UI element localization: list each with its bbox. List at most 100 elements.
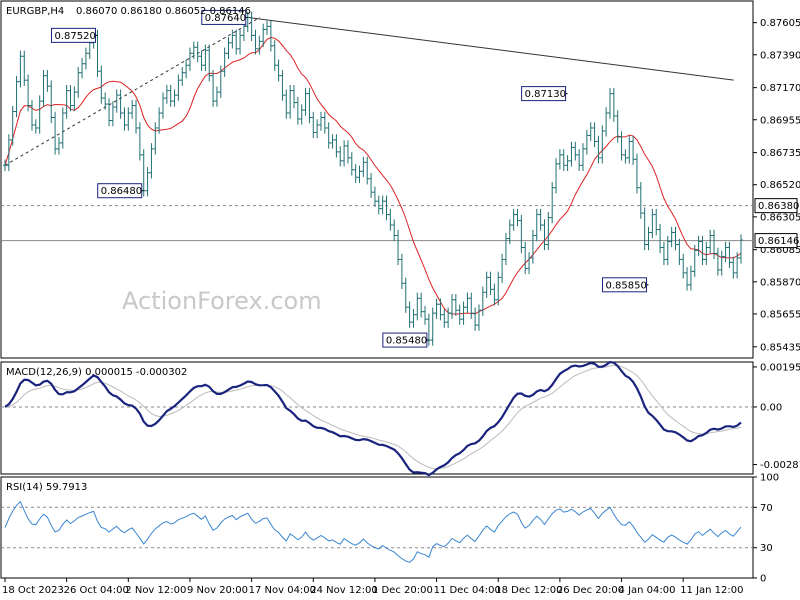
price-bar bbox=[45, 70, 50, 92]
pivot-label: 0.85850 bbox=[606, 280, 647, 291]
price-bar bbox=[330, 134, 335, 149]
price-bar bbox=[122, 107, 127, 131]
price-bar bbox=[573, 141, 578, 161]
price-bar bbox=[276, 59, 281, 82]
price-bar bbox=[114, 89, 119, 113]
macd-panel-frame bbox=[0, 361, 754, 475]
rsi-panel-frame bbox=[0, 476, 754, 579]
price-bar bbox=[530, 229, 535, 264]
price-bar bbox=[519, 214, 524, 254]
price-bar bbox=[226, 37, 231, 59]
price-bar bbox=[180, 67, 185, 86]
price-bar bbox=[134, 99, 139, 134]
price-bar bbox=[357, 165, 362, 183]
macd-tick-label: -0.002818 bbox=[760, 460, 800, 471]
price-bar bbox=[442, 309, 447, 328]
price-bar bbox=[554, 158, 559, 194]
time-tick-label: 11 Jan 12:00 bbox=[680, 585, 743, 596]
price-bar bbox=[534, 208, 539, 242]
price-bar bbox=[26, 74, 31, 112]
price-bar bbox=[303, 87, 308, 116]
macd-title: MACD(12,26,9) 0.000015 -0.000302 bbox=[6, 367, 187, 378]
price-bar bbox=[218, 65, 223, 98]
price-bar bbox=[272, 40, 277, 71]
price-bar bbox=[18, 50, 23, 88]
price-bar bbox=[72, 86, 77, 112]
price-bar bbox=[476, 304, 481, 331]
price-bar bbox=[164, 84, 169, 104]
price-bar bbox=[214, 86, 219, 107]
price-bar bbox=[349, 152, 354, 176]
price-bar bbox=[207, 44, 212, 82]
price-marker-box bbox=[754, 233, 798, 249]
price-axis: 0.87605 0.87390 0.87170 0.86955 0.86735 0.865… bbox=[753, 18, 800, 353]
price-bar bbox=[561, 149, 566, 171]
price-bar bbox=[446, 307, 451, 328]
price-bar bbox=[230, 29, 235, 49]
trendlines bbox=[4, 16, 734, 166]
price-panel-frame bbox=[0, 0, 754, 359]
price-bar bbox=[157, 107, 162, 134]
price-bar bbox=[719, 250, 724, 276]
price-bar bbox=[496, 271, 501, 306]
price-bar bbox=[268, 20, 273, 52]
price-bar bbox=[141, 149, 146, 197]
price-bar bbox=[581, 143, 586, 171]
price-bar bbox=[172, 89, 177, 107]
price-bar bbox=[434, 298, 439, 319]
price-bar bbox=[550, 182, 555, 224]
price-bar bbox=[345, 140, 350, 164]
price-tick-label: 0.87605 bbox=[760, 18, 800, 29]
price-bar bbox=[137, 122, 142, 161]
price-bar bbox=[480, 286, 485, 316]
pivot-label: 0.87130 bbox=[525, 89, 566, 100]
price-bar bbox=[130, 99, 135, 119]
price-bar bbox=[473, 307, 478, 331]
price-bar bbox=[488, 271, 493, 295]
price-bar bbox=[288, 84, 293, 119]
price-bar bbox=[80, 58, 85, 79]
price-bar bbox=[107, 98, 112, 127]
price-bar bbox=[76, 67, 81, 98]
pivot-label: 0.86480 bbox=[101, 186, 142, 197]
price-tick-label: 0.85655 bbox=[760, 309, 800, 320]
price-bar bbox=[669, 226, 674, 248]
pivot-label: 0.87640 bbox=[205, 13, 246, 24]
time-tick-label: 26 Oct 04:00 bbox=[64, 585, 129, 596]
price-bar bbox=[388, 208, 393, 231]
pivot-box bbox=[602, 277, 648, 293]
moving-average-line bbox=[4, 36, 742, 315]
price-bar bbox=[739, 234, 743, 264]
price-bar bbox=[22, 50, 27, 86]
price-bar bbox=[307, 87, 312, 124]
pivot-labels: 0.87520 0.87640 0.86480 0.85480 0.87130 0.858… bbox=[50, 9, 649, 348]
price-tick-label: 0.86520 bbox=[760, 180, 800, 191]
time-tick-label: 9 Nov 20:00 bbox=[187, 585, 248, 596]
price-bar bbox=[103, 92, 108, 110]
price-bar bbox=[353, 164, 358, 183]
price-bar bbox=[542, 219, 547, 251]
rsi-tick-label: 0 bbox=[760, 574, 766, 585]
price-bar bbox=[546, 211, 551, 251]
price-bar bbox=[646, 226, 651, 251]
price-bar bbox=[677, 238, 682, 266]
price-bar bbox=[411, 309, 416, 328]
price-bar bbox=[153, 122, 158, 155]
price-bar bbox=[515, 208, 520, 227]
macd-axis: 0.001959 0.00 -0.002818 bbox=[1, 362, 800, 471]
price-bar bbox=[588, 122, 593, 142]
price-bar bbox=[596, 135, 601, 164]
rsi-tick-label: 70 bbox=[760, 503, 773, 514]
price-bar bbox=[56, 137, 61, 155]
price-bar bbox=[484, 271, 489, 298]
price-bar bbox=[538, 208, 543, 231]
price-marker-label: 0.86146 bbox=[758, 236, 799, 247]
price-bar bbox=[592, 122, 597, 148]
time-tick-label: 18 Dec 12:00 bbox=[495, 585, 562, 596]
price-bar bbox=[607, 87, 612, 119]
price-bar bbox=[500, 253, 505, 284]
price-bar bbox=[658, 223, 663, 254]
price-bar bbox=[407, 301, 412, 328]
price-bar bbox=[41, 70, 46, 107]
